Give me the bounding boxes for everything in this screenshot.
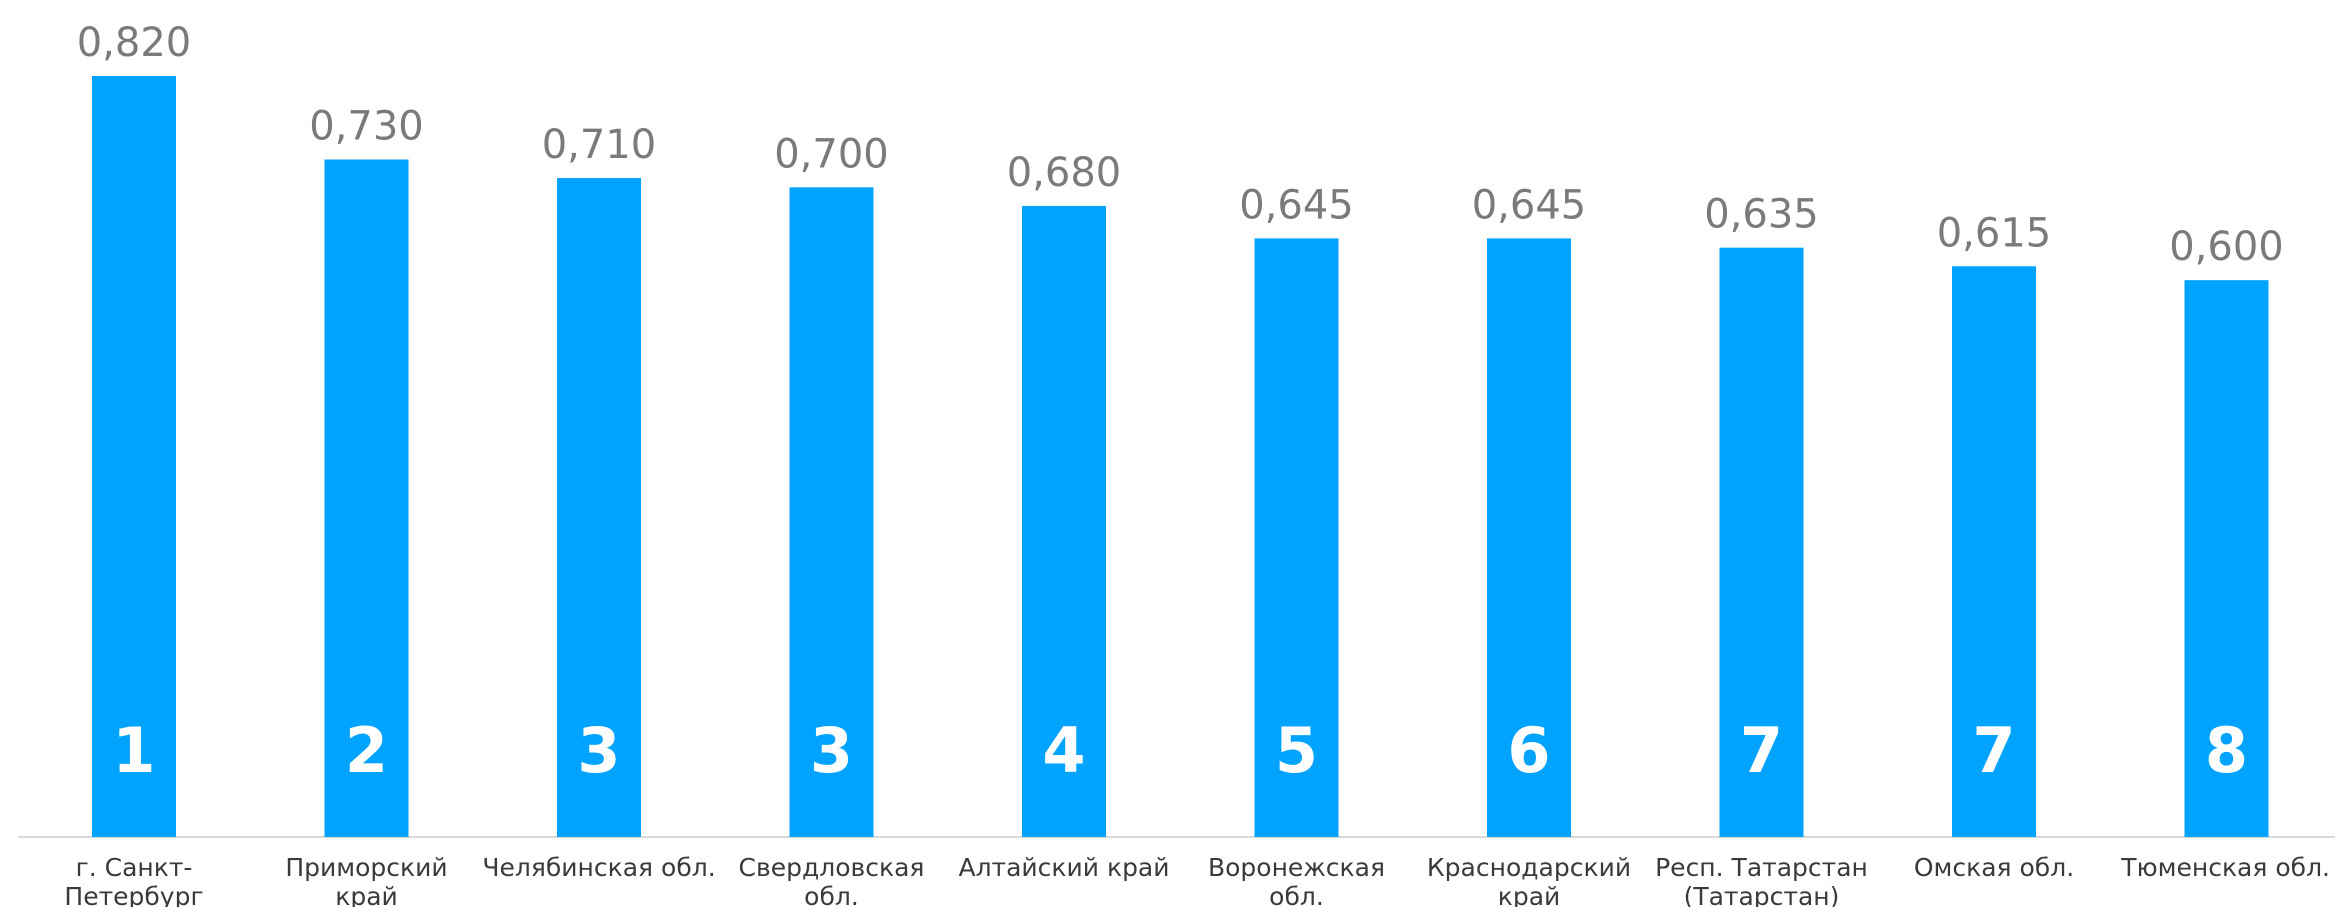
category-label-line: Алтайский край bbox=[958, 853, 1169, 882]
category-label-line: (Татарстан) bbox=[1684, 882, 1840, 907]
bar-9 bbox=[1952, 266, 2036, 837]
category-label-line: г. Санкт- bbox=[76, 853, 193, 882]
category-label: Алтайский край bbox=[958, 853, 1169, 882]
category-label: Приморский край bbox=[285, 853, 447, 907]
rank-label: 4 bbox=[1042, 714, 1085, 787]
bar-8 bbox=[1719, 247, 1804, 837]
bar-4 bbox=[789, 187, 874, 838]
bar-5 bbox=[1022, 205, 1106, 838]
rank-label: 1 bbox=[112, 714, 155, 787]
value-label: 0,820 bbox=[77, 20, 192, 66]
rank-label: 3 bbox=[810, 714, 853, 787]
value-labels-group: 0,820 0,730 0,710 0,700 0,680 0,645 0,645 0,635… bbox=[77, 20, 2284, 270]
category-label: Краснодарский край bbox=[1427, 853, 1631, 907]
category-label: Воронежская обл. bbox=[1208, 853, 1385, 907]
category-label-line: Свердловская bbox=[739, 853, 925, 882]
rank-label: 6 bbox=[1507, 714, 1550, 787]
bars-group bbox=[92, 76, 2269, 838]
value-label: 0,645 bbox=[1239, 182, 1354, 228]
category-label: Челябинская обл. bbox=[482, 853, 715, 882]
value-label: 0,645 bbox=[1472, 182, 1587, 228]
rank-label: 7 bbox=[1972, 714, 2015, 787]
value-label: 0,700 bbox=[774, 131, 889, 177]
category-label-line: Приморский bbox=[285, 853, 447, 882]
category-label-line: Петербург bbox=[64, 882, 203, 907]
bar-1 bbox=[92, 76, 176, 837]
bar-10 bbox=[2184, 280, 2269, 837]
value-label: 0,635 bbox=[1704, 192, 1819, 238]
value-label: 0,710 bbox=[542, 122, 657, 168]
rank-label: 3 bbox=[577, 714, 620, 787]
category-label: Омская обл. bbox=[1914, 853, 2074, 882]
rank-label: 8 bbox=[2205, 714, 2248, 787]
category-label-line: Краснодарский bbox=[1427, 853, 1631, 882]
category-label-line: Респ. Татарстан bbox=[1655, 853, 1868, 882]
category-label-line: обл. bbox=[1269, 882, 1324, 907]
value-label: 0,600 bbox=[2169, 224, 2284, 270]
category-label-line: обл. bbox=[804, 882, 859, 907]
value-label: 0,615 bbox=[1937, 210, 2052, 256]
category-label: Тюменская обл. bbox=[2120, 853, 2330, 882]
category-label-line: Воронежская bbox=[1208, 853, 1385, 882]
bar-2 bbox=[324, 159, 409, 837]
rank-label: 7 bbox=[1740, 714, 1783, 787]
value-label: 0,680 bbox=[1007, 150, 1122, 196]
category-label: Респ. Татарстан (Татарстан) bbox=[1655, 853, 1868, 907]
rank-labels-group: 1 2 3 3 4 5 6 7 7 8 bbox=[112, 714, 2248, 787]
rank-label: 2 bbox=[345, 714, 388, 787]
category-label-line: край bbox=[1498, 882, 1561, 907]
category-label: Свердловская обл. bbox=[739, 853, 925, 907]
bar-3 bbox=[557, 178, 641, 837]
value-label: 0,730 bbox=[309, 104, 424, 150]
category-label-line: Омская обл. bbox=[1914, 853, 2074, 882]
category-label-line: Тюменская обл. bbox=[2120, 853, 2330, 882]
category-label: г. Санкт-Петербург bbox=[64, 853, 203, 907]
bar-7 bbox=[1487, 238, 1571, 837]
category-label-line: край bbox=[335, 882, 398, 907]
category-label-line: Челябинская обл. bbox=[482, 853, 715, 882]
rank-label: 5 bbox=[1275, 714, 1318, 787]
bar-6 bbox=[1254, 238, 1339, 837]
